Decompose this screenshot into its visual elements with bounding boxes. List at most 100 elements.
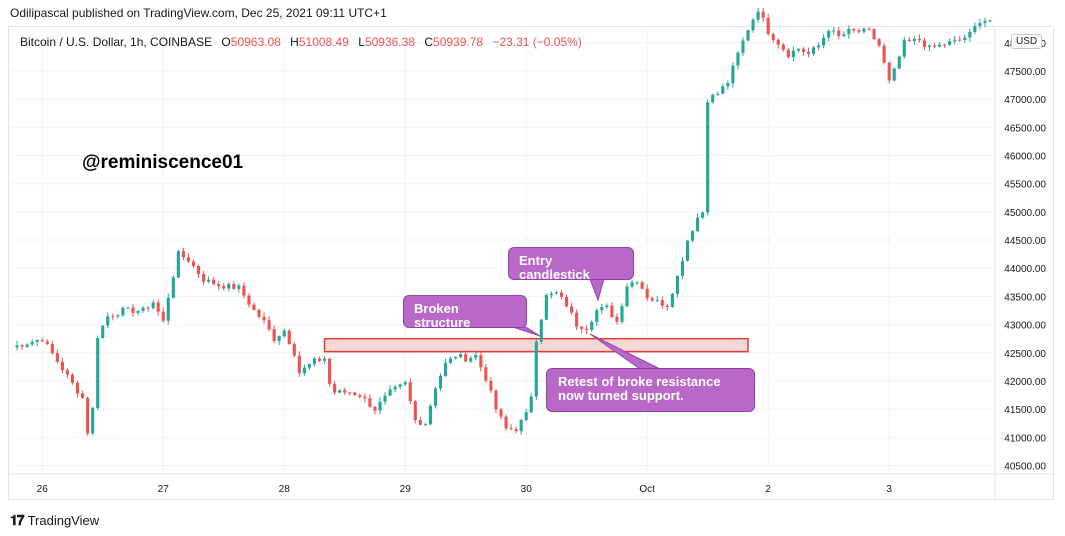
candle-down bbox=[494, 390, 498, 410]
candle-up bbox=[25, 344, 29, 347]
candle-up bbox=[96, 337, 100, 409]
candle-up bbox=[706, 102, 710, 213]
candle-down bbox=[575, 312, 579, 327]
broken-structure-note[interactable]: Broken structure bbox=[403, 295, 527, 330]
candle-down bbox=[222, 286, 226, 289]
retest-support-note[interactable]: Retest of broke resistance now turned su… bbox=[546, 368, 755, 412]
tradingview-footer[interactable]: 𝟏𝟕 TradingView bbox=[10, 512, 99, 529]
candle-down bbox=[877, 39, 881, 46]
candle-down bbox=[181, 251, 185, 258]
price-tick-label: 47000.00 bbox=[1004, 95, 1046, 106]
candle-up bbox=[227, 283, 231, 289]
candle-up bbox=[428, 405, 432, 425]
candle-down bbox=[20, 345, 24, 347]
candle-up bbox=[423, 424, 427, 426]
candle-down bbox=[837, 30, 841, 37]
candle-up bbox=[741, 40, 745, 53]
candle-up bbox=[756, 11, 760, 20]
price-tick-label: 43000.00 bbox=[1004, 321, 1046, 332]
candle-up bbox=[166, 297, 170, 321]
time-tick-label: 27 bbox=[158, 484, 170, 495]
candle-down bbox=[353, 392, 357, 396]
price-tick-label: 41000.00 bbox=[1004, 433, 1046, 444]
candle-up bbox=[91, 408, 95, 434]
candle-up bbox=[862, 28, 866, 32]
candle-down bbox=[857, 30, 861, 32]
candle-down bbox=[761, 11, 765, 18]
candle-up bbox=[731, 65, 735, 84]
candle-up bbox=[620, 306, 624, 322]
candle-up bbox=[938, 44, 942, 47]
candle-up bbox=[101, 325, 105, 338]
candle-down bbox=[247, 295, 251, 305]
candle-up bbox=[811, 47, 816, 54]
candle-up bbox=[912, 38, 916, 42]
time-tick-label: 2 bbox=[765, 484, 771, 495]
candle-down bbox=[615, 316, 619, 322]
candle-up bbox=[680, 260, 685, 276]
high-label: H bbox=[290, 35, 299, 49]
price-axis: 48000.0047500.0047000.0046500.0046000.00… bbox=[1004, 39, 1046, 473]
candle-up bbox=[791, 50, 795, 57]
candle-down bbox=[781, 44, 785, 50]
price-tick-label: 42000.00 bbox=[1004, 377, 1046, 388]
candle-up bbox=[322, 358, 327, 361]
candle-up bbox=[277, 336, 281, 341]
candle-down bbox=[917, 38, 921, 41]
price-tick-label: 40500.00 bbox=[1004, 462, 1046, 473]
candle-up bbox=[902, 39, 906, 57]
candle-down bbox=[932, 45, 937, 47]
price-tick-label: 42500.00 bbox=[1004, 349, 1046, 360]
candle-up bbox=[534, 341, 538, 397]
candle-up bbox=[393, 386, 397, 390]
symbol-legend: Bitcoin / U.S. Dollar, 1h, COINBASE O509… bbox=[20, 35, 582, 49]
candle-up bbox=[983, 21, 987, 24]
candle-up bbox=[121, 307, 125, 316]
candle-down bbox=[232, 283, 236, 289]
time-tick-label: 30 bbox=[521, 484, 533, 495]
candle-up bbox=[302, 367, 306, 374]
candle-up bbox=[35, 340, 39, 342]
open-label: O bbox=[221, 35, 231, 49]
candle-up bbox=[711, 94, 715, 103]
close-value: 50939.78 bbox=[433, 35, 484, 49]
candle-up bbox=[539, 319, 543, 342]
time-tick-label: 26 bbox=[37, 484, 49, 495]
candle-down bbox=[272, 329, 276, 341]
candle-up bbox=[655, 300, 659, 302]
currency-badge[interactable]: USD bbox=[1011, 34, 1043, 49]
candle-up bbox=[842, 34, 846, 37]
candle-up bbox=[106, 316, 110, 326]
candle-up bbox=[751, 19, 755, 31]
price-tick-label: 43500.00 bbox=[1004, 292, 1046, 303]
candle-down bbox=[81, 393, 85, 398]
candle-down bbox=[943, 44, 947, 46]
candle-down bbox=[867, 28, 871, 30]
candle-up bbox=[736, 52, 740, 66]
candle-down bbox=[146, 307, 150, 309]
axis-separators bbox=[9, 27, 1053, 499]
candle-down bbox=[186, 257, 191, 262]
candle-up bbox=[383, 395, 387, 402]
chart-frame[interactable] bbox=[8, 26, 1054, 500]
candle-up bbox=[524, 412, 528, 421]
candle-up bbox=[398, 384, 402, 387]
candle-up bbox=[625, 286, 629, 307]
candle-up bbox=[726, 83, 730, 87]
candle-down bbox=[60, 361, 64, 371]
candle-down bbox=[65, 370, 70, 375]
candle-up bbox=[388, 389, 392, 396]
candle-up bbox=[595, 310, 599, 322]
candle-up bbox=[590, 321, 594, 331]
entry-candlestick-note[interactable]: Entry candlestick bbox=[508, 247, 634, 282]
candle-down bbox=[514, 429, 518, 432]
candle-down bbox=[580, 326, 584, 329]
low-label: L bbox=[358, 35, 365, 49]
candle-up bbox=[30, 341, 34, 345]
candle-down bbox=[852, 29, 856, 31]
time-tick-label: 28 bbox=[279, 484, 291, 495]
candle-up bbox=[126, 307, 130, 309]
candle-down bbox=[292, 344, 296, 356]
candle-up bbox=[685, 240, 690, 261]
candle-up bbox=[544, 295, 548, 320]
